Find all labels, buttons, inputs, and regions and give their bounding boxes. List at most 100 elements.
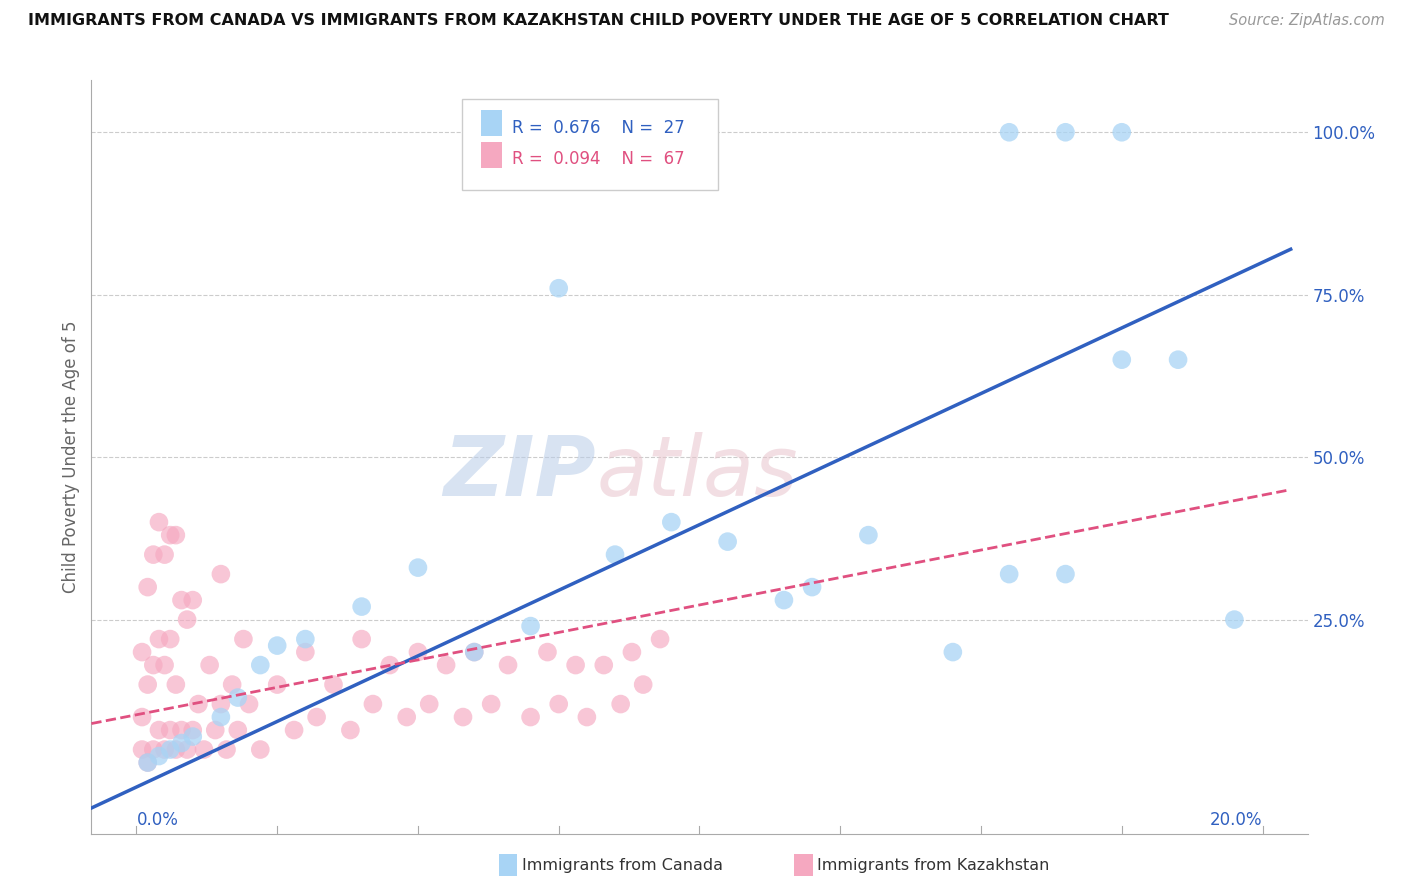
Point [187, 697, 209, 711]
Point [266, 639, 288, 653]
Point [131, 710, 153, 724]
Point [361, 697, 384, 711]
Point [998, 567, 1021, 582]
Point [717, 534, 740, 549]
Point [451, 710, 474, 724]
Point [221, 677, 243, 691]
Point [294, 645, 316, 659]
Point [294, 632, 316, 646]
Point [858, 528, 880, 542]
Point [1111, 125, 1133, 139]
Point [136, 677, 159, 691]
Point [350, 632, 373, 646]
Text: Source: ZipAtlas.com: Source: ZipAtlas.com [1229, 13, 1385, 29]
Point [159, 723, 181, 737]
Point [238, 697, 260, 711]
Point [434, 658, 457, 673]
Point [305, 710, 328, 724]
Point [266, 677, 288, 691]
Point [170, 736, 193, 750]
Point [592, 658, 614, 673]
Point [159, 632, 181, 646]
Point [198, 658, 221, 673]
Point [165, 677, 187, 691]
Point [181, 730, 204, 744]
Point [378, 658, 401, 673]
Bar [481, 142, 502, 168]
Text: Immigrants from Kazakhstan: Immigrants from Kazakhstan [817, 858, 1049, 872]
Point [406, 645, 429, 659]
Point [609, 697, 631, 711]
Point [1223, 613, 1246, 627]
Point [631, 677, 654, 691]
Bar [481, 110, 502, 136]
Point [249, 742, 271, 756]
Point [159, 742, 181, 756]
Point [209, 697, 232, 711]
Point [1111, 352, 1133, 367]
Point [170, 593, 193, 607]
Point [575, 710, 598, 724]
Text: 0.0%: 0.0% [136, 811, 179, 829]
Point [165, 528, 187, 542]
Point [547, 281, 569, 295]
Point [1054, 567, 1077, 582]
Point [648, 632, 671, 646]
Point [226, 690, 249, 705]
Point [773, 593, 796, 607]
Text: atlas: atlas [596, 432, 797, 513]
Point [232, 632, 254, 646]
Point [1054, 125, 1077, 139]
Point [226, 723, 249, 737]
Point [519, 619, 541, 633]
Point [148, 723, 170, 737]
Point [322, 677, 344, 691]
Point [148, 515, 170, 529]
Point [131, 645, 153, 659]
Point [283, 723, 305, 737]
Point [153, 548, 176, 562]
Point [659, 515, 682, 529]
Point [463, 645, 485, 659]
Point [350, 599, 373, 614]
Point [148, 749, 170, 764]
FancyBboxPatch shape [463, 99, 717, 190]
Point [136, 756, 159, 770]
Point [395, 710, 418, 724]
Point [564, 658, 586, 673]
Text: 20.0%: 20.0% [1211, 811, 1263, 829]
Point [496, 658, 519, 673]
Point [142, 548, 165, 562]
Point [209, 567, 232, 582]
Point [193, 742, 215, 756]
Point [204, 723, 226, 737]
Point [249, 658, 271, 673]
Y-axis label: Child Poverty Under the Age of 5: Child Poverty Under the Age of 5 [62, 321, 80, 593]
Point [181, 723, 204, 737]
Point [170, 723, 193, 737]
Text: IMMIGRANTS FROM CANADA VS IMMIGRANTS FROM KAZAKHSTAN CHILD POVERTY UNDER THE AGE: IMMIGRANTS FROM CANADA VS IMMIGRANTS FRO… [28, 13, 1168, 29]
Text: Immigrants from Canada: Immigrants from Canada [522, 858, 723, 872]
Point [1167, 352, 1189, 367]
Point [801, 580, 824, 594]
Text: ZIP: ZIP [443, 432, 596, 513]
Point [148, 632, 170, 646]
Point [181, 593, 204, 607]
Point [176, 742, 198, 756]
Point [463, 645, 485, 659]
Point [131, 742, 153, 756]
Point [165, 742, 187, 756]
Point [406, 560, 429, 574]
Point [215, 742, 238, 756]
Point [418, 697, 440, 711]
Point [136, 756, 159, 770]
Point [209, 710, 232, 724]
Point [547, 697, 569, 711]
Text: R =  0.094    N =  67: R = 0.094 N = 67 [512, 151, 685, 169]
Point [142, 658, 165, 673]
Point [339, 723, 361, 737]
Point [942, 645, 965, 659]
Point [620, 645, 643, 659]
Point [153, 742, 176, 756]
Point [176, 613, 198, 627]
